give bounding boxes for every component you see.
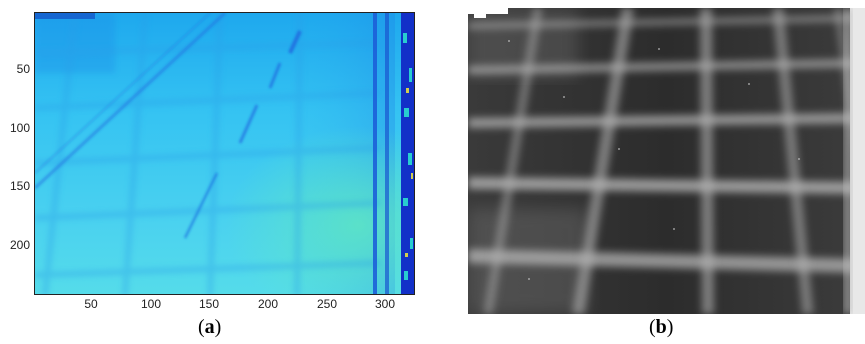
x-tick-label: 300 [374,297,396,311]
caption-b: (b) [649,316,674,338]
x-tick-label: 50 [84,297,98,311]
thermal-image-b-graphic [468,8,865,314]
x-tick-label: 100 [140,297,162,311]
thermal-image-a [34,12,415,295]
y-tick-label: 50 [16,62,30,76]
caption-a: (a) [198,316,222,338]
thermal-image-b [468,8,865,314]
x-tick-label: 200 [257,297,279,311]
y-tick-label: 200 [9,238,30,252]
x-tick-label: 150 [198,297,220,311]
x-tick-label: 250 [316,297,338,311]
y-tick-label: 100 [9,121,30,135]
thermal-image-a-graphic [35,13,414,294]
figure-panel-a: 50 100 150 200 [0,0,430,320]
y-tick-label: 150 [9,179,30,193]
